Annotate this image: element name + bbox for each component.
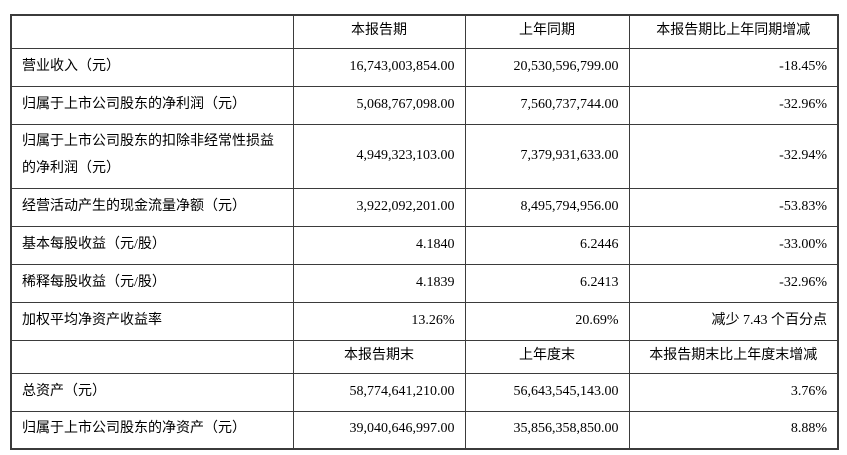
prior-period-value: 6.2446 <box>464 225 630 265</box>
table-row: 稀释每股收益（元/股） 4.1839 6.2413 -32.96% <box>10 263 839 303</box>
financial-summary-table: 本报告期 上年同期 本报告期比上年同期增减 营业收入（元） 16,743,003… <box>10 14 839 450</box>
change-value: -32.94% <box>628 123 839 189</box>
section1-header-prior-period: 上年同期 <box>464 14 630 49</box>
current-period-value: 4.1839 <box>292 263 466 303</box>
prior-period-value: 20.69% <box>464 301 630 341</box>
change-value: 3.76% <box>628 372 839 412</box>
prior-period-value: 56,643,545,143.00 <box>464 372 630 412</box>
current-period-value: 39,040,646,997.00 <box>292 410 466 450</box>
current-period-value: 5,068,767,098.00 <box>292 85 466 125</box>
metric-label: 营业收入（元） <box>10 47 294 87</box>
section1-header-current-period: 本报告期 <box>292 14 466 49</box>
section2-header-empty-cell <box>10 339 294 374</box>
metric-label: 归属于上市公司股东的扣除非经常性损益的净利润（元） <box>10 123 294 189</box>
section1-header-row: 本报告期 上年同期 本报告期比上年同期增减 <box>10 14 839 49</box>
change-value: -32.96% <box>628 263 839 303</box>
section2-header-row: 本报告期末 上年度末 本报告期末比上年度末增减 <box>10 339 839 374</box>
current-period-value: 4,949,323,103.00 <box>292 123 466 189</box>
prior-period-value: 8,495,794,956.00 <box>464 187 630 227</box>
prior-period-value: 6.2413 <box>464 263 630 303</box>
metric-label: 归属于上市公司股东的净资产（元） <box>10 410 294 450</box>
change-value: 减少 7.43 个百分点 <box>628 301 839 341</box>
section2-header-change: 本报告期末比上年度末增减 <box>628 339 839 374</box>
metric-label: 归属于上市公司股东的净利润（元） <box>10 85 294 125</box>
section1-header-change: 本报告期比上年同期增减 <box>628 14 839 49</box>
table-row: 总资产（元） 58,774,641,210.00 56,643,545,143.… <box>10 372 839 412</box>
change-value: 8.88% <box>628 410 839 450</box>
current-period-value: 3,922,092,201.00 <box>292 187 466 227</box>
change-value: -33.00% <box>628 225 839 265</box>
current-period-value: 13.26% <box>292 301 466 341</box>
metric-label: 加权平均净资产收益率 <box>10 301 294 341</box>
table-row: 经营活动产生的现金流量净额（元） 3,922,092,201.00 8,495,… <box>10 187 839 227</box>
change-value: -32.96% <box>628 85 839 125</box>
section1-header-empty-cell <box>10 14 294 49</box>
prior-period-value: 7,379,931,633.00 <box>464 123 630 189</box>
table-row: 加权平均净资产收益率 13.26% 20.69% 减少 7.43 个百分点 <box>10 301 839 341</box>
change-value: -53.83% <box>628 187 839 227</box>
change-value: -18.45% <box>628 47 839 87</box>
metric-label: 总资产（元） <box>10 372 294 412</box>
current-period-value: 4.1840 <box>292 225 466 265</box>
table-row: 营业收入（元） 16,743,003,854.00 20,530,596,799… <box>10 47 839 87</box>
table-row: 归属于上市公司股东的净资产（元） 39,040,646,997.00 35,85… <box>10 410 839 450</box>
section2-header-prior-year-end: 上年度末 <box>464 339 630 374</box>
financial-summary: 本报告期 上年同期 本报告期比上年同期增减 营业收入（元） 16,743,003… <box>10 14 839 450</box>
metric-label: 经营活动产生的现金流量净额（元） <box>10 187 294 227</box>
prior-period-value: 35,856,358,850.00 <box>464 410 630 450</box>
section2-header-current-period-end: 本报告期末 <box>292 339 466 374</box>
metric-label: 基本每股收益（元/股） <box>10 225 294 265</box>
table-row: 归属于上市公司股东的扣除非经常性损益的净利润（元） 4,949,323,103.… <box>10 123 839 189</box>
metric-label: 稀释每股收益（元/股） <box>10 263 294 303</box>
prior-period-value: 20,530,596,799.00 <box>464 47 630 87</box>
prior-period-value: 7,560,737,744.00 <box>464 85 630 125</box>
table-row: 归属于上市公司股东的净利润（元） 5,068,767,098.00 7,560,… <box>10 85 839 125</box>
current-period-value: 58,774,641,210.00 <box>292 372 466 412</box>
current-period-value: 16,743,003,854.00 <box>292 47 466 87</box>
table-row: 基本每股收益（元/股） 4.1840 6.2446 -33.00% <box>10 225 839 265</box>
